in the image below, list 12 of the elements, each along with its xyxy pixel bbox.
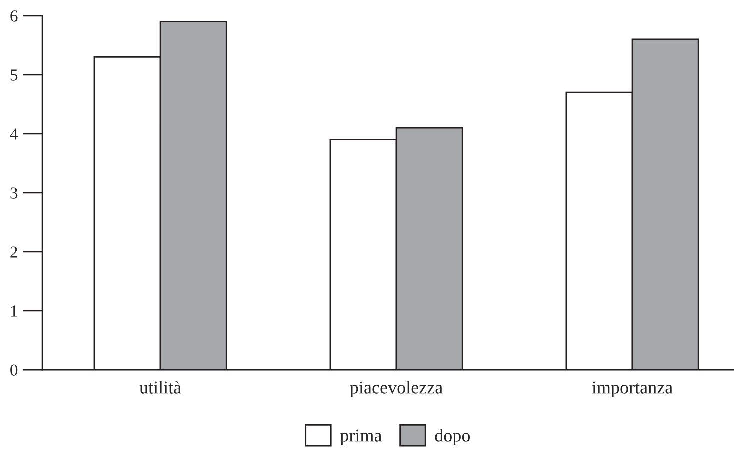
y-tick-label: 0 — [10, 364, 18, 376]
y-tick-label: 2 — [10, 246, 18, 258]
y-tick-label: 4 — [10, 128, 18, 140]
x-tick-label: utilità — [140, 381, 182, 394]
y-tick-label: 3 — [10, 188, 18, 199]
legend-label: dopo — [435, 429, 470, 446]
y-tick-label: 5 — [10, 70, 18, 81]
y-tick-label: 1 — [11, 306, 18, 317]
x-tick-label: importanza — [592, 382, 673, 398]
legend-label: prima — [340, 430, 382, 446]
y-tick-label: 6 — [10, 10, 18, 22]
x-tick-label: piacevolezza — [350, 381, 443, 398]
